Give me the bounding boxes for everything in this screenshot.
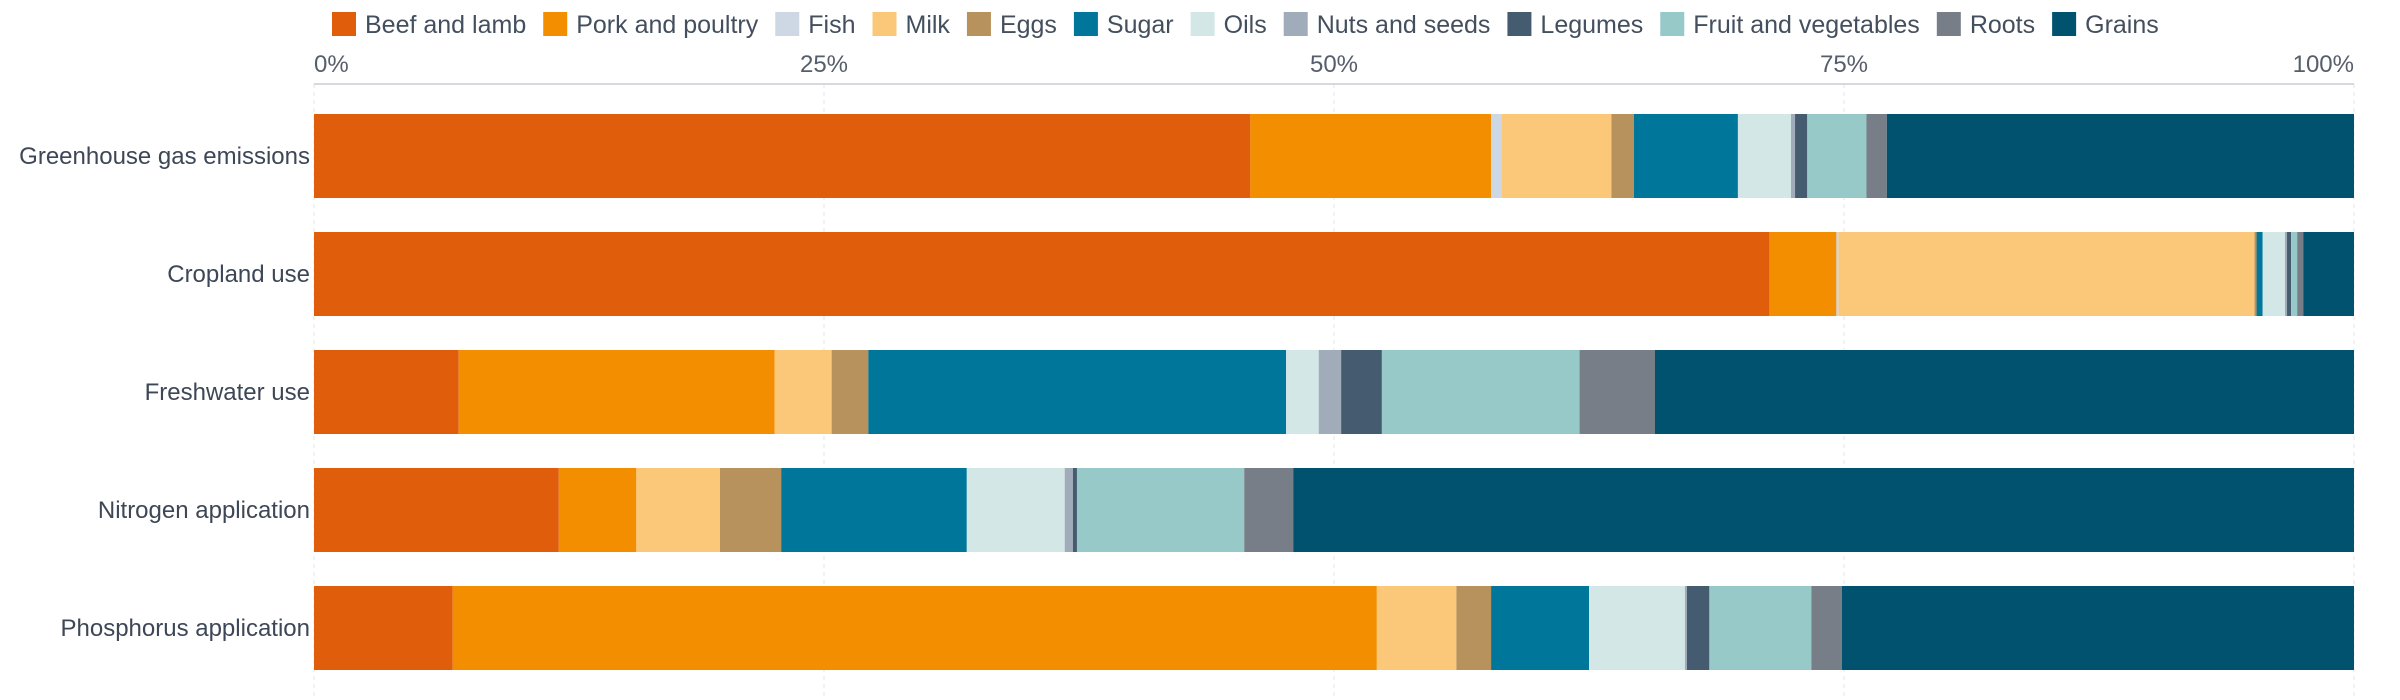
legend-label: Fruit and vegetables bbox=[1693, 11, 1920, 39]
bar-segment bbox=[1866, 114, 1887, 198]
legend-label: Pork and poultry bbox=[576, 11, 759, 39]
bar-segment bbox=[1811, 586, 1842, 670]
bar-segment bbox=[831, 350, 869, 434]
bar-segment bbox=[1501, 114, 1612, 198]
bar-segment bbox=[2256, 232, 2263, 316]
bar-segment bbox=[1838, 232, 2255, 316]
legend-swatch bbox=[1660, 12, 1685, 36]
legend-label: Fish bbox=[808, 11, 855, 39]
bar-segment bbox=[1456, 586, 1492, 670]
category-label: Cropland use bbox=[167, 261, 310, 288]
category-label: Nitrogen application bbox=[98, 497, 310, 524]
legend-swatch bbox=[1507, 12, 1532, 36]
legend-label: Oils bbox=[1224, 11, 1267, 39]
bar-segment bbox=[314, 232, 1770, 316]
bar-segment bbox=[558, 468, 637, 552]
legend-label: Sugar bbox=[1107, 11, 1174, 39]
bar-segment bbox=[1076, 468, 1245, 552]
bar-segment bbox=[1286, 350, 1319, 434]
bar-segment bbox=[1807, 114, 1867, 198]
bar-segment bbox=[1293, 468, 2354, 552]
bar-segment bbox=[1790, 114, 1796, 198]
bar-segment bbox=[1341, 350, 1382, 434]
category-label: Greenhouse gas emissions bbox=[19, 143, 310, 170]
bar-segment bbox=[452, 586, 1377, 670]
bar-segment bbox=[458, 350, 775, 434]
bar-segment bbox=[2303, 232, 2354, 316]
x-tick-label: 100% bbox=[2293, 51, 2354, 78]
bar-segment bbox=[1064, 468, 1073, 552]
x-axis: 0% 25% 50% 75% 100% bbox=[314, 51, 2354, 85]
bar-segment bbox=[314, 468, 559, 552]
bar-segment bbox=[1841, 586, 2354, 670]
bar-segment bbox=[1686, 586, 1710, 670]
bar-segment bbox=[2287, 232, 2292, 316]
legend-label: Legumes bbox=[1540, 11, 1643, 39]
y-axis: Greenhouse gas emissions Cropland use Fres… bbox=[19, 143, 310, 642]
x-tick-label: 75% bbox=[1820, 51, 1868, 78]
bar-segment bbox=[1491, 114, 1502, 198]
x-tick-label: 0% bbox=[314, 51, 349, 78]
bar-segment bbox=[1836, 232, 1839, 316]
bar-segment bbox=[1769, 232, 1837, 316]
bar-segment bbox=[2297, 232, 2304, 316]
bar-segment bbox=[1709, 586, 1812, 670]
legend-label: Nuts and seeds bbox=[1317, 11, 1491, 39]
legend-label: Roots bbox=[1970, 11, 2035, 39]
bar-segment bbox=[1886, 114, 2354, 198]
chart-bars bbox=[314, 114, 2354, 670]
bar-segment bbox=[1491, 586, 1589, 670]
x-tick-label: 25% bbox=[800, 51, 848, 78]
legend-swatch bbox=[1073, 12, 1098, 36]
legend-swatch bbox=[872, 12, 897, 36]
bar-segment bbox=[314, 350, 459, 434]
legend-swatch bbox=[1936, 12, 1961, 36]
bar-segment bbox=[1244, 468, 1294, 552]
bar-segment bbox=[2262, 232, 2285, 316]
legend-swatch bbox=[1283, 12, 1308, 36]
chart-legend: Beef and lamb Pork and poultry Fish Milk Egg… bbox=[332, 11, 2159, 39]
bar-segment bbox=[868, 350, 1287, 434]
bar-segment bbox=[1376, 586, 1457, 670]
bar-segment bbox=[966, 468, 1065, 552]
bar-segment bbox=[781, 468, 967, 552]
bar-segment bbox=[1250, 114, 1492, 198]
legend-label: Beef and lamb bbox=[365, 11, 526, 39]
legend-swatch bbox=[775, 12, 800, 36]
bar-segment bbox=[719, 468, 782, 552]
x-tick-label: 50% bbox=[1310, 51, 1358, 78]
bar-segment bbox=[1737, 114, 1791, 198]
legend-swatch bbox=[966, 12, 991, 36]
bar-segment bbox=[1633, 114, 1738, 198]
bar-segment bbox=[2284, 232, 2288, 316]
bar-segment bbox=[1684, 586, 1687, 670]
bar-segment bbox=[314, 114, 1251, 198]
bar-segment bbox=[1381, 350, 1580, 434]
legend-label: Milk bbox=[906, 11, 951, 39]
bar-segment bbox=[1795, 114, 1808, 198]
bar-segment bbox=[2291, 232, 2298, 316]
bar-segment bbox=[314, 586, 453, 670]
category-label: Phosphorus application bbox=[60, 615, 310, 642]
legend-label: Eggs bbox=[1000, 11, 1057, 39]
bar-segment bbox=[1589, 586, 1685, 670]
bar-segment bbox=[1072, 468, 1077, 552]
bar-segment bbox=[636, 468, 720, 552]
legend-swatch bbox=[2052, 12, 2077, 36]
category-label: Freshwater use bbox=[145, 379, 310, 406]
bar-segment bbox=[1611, 114, 1634, 198]
legend-label: Grains bbox=[2085, 11, 2159, 39]
bar-segment bbox=[2254, 232, 2257, 316]
bar-segment bbox=[1318, 350, 1342, 434]
legend-swatch bbox=[543, 12, 568, 36]
legend-swatch bbox=[1190, 12, 1215, 36]
bar-segment bbox=[774, 350, 832, 434]
bar-segment bbox=[1654, 350, 2354, 434]
bar-segment bbox=[1579, 350, 1655, 434]
legend-swatch bbox=[332, 12, 356, 36]
